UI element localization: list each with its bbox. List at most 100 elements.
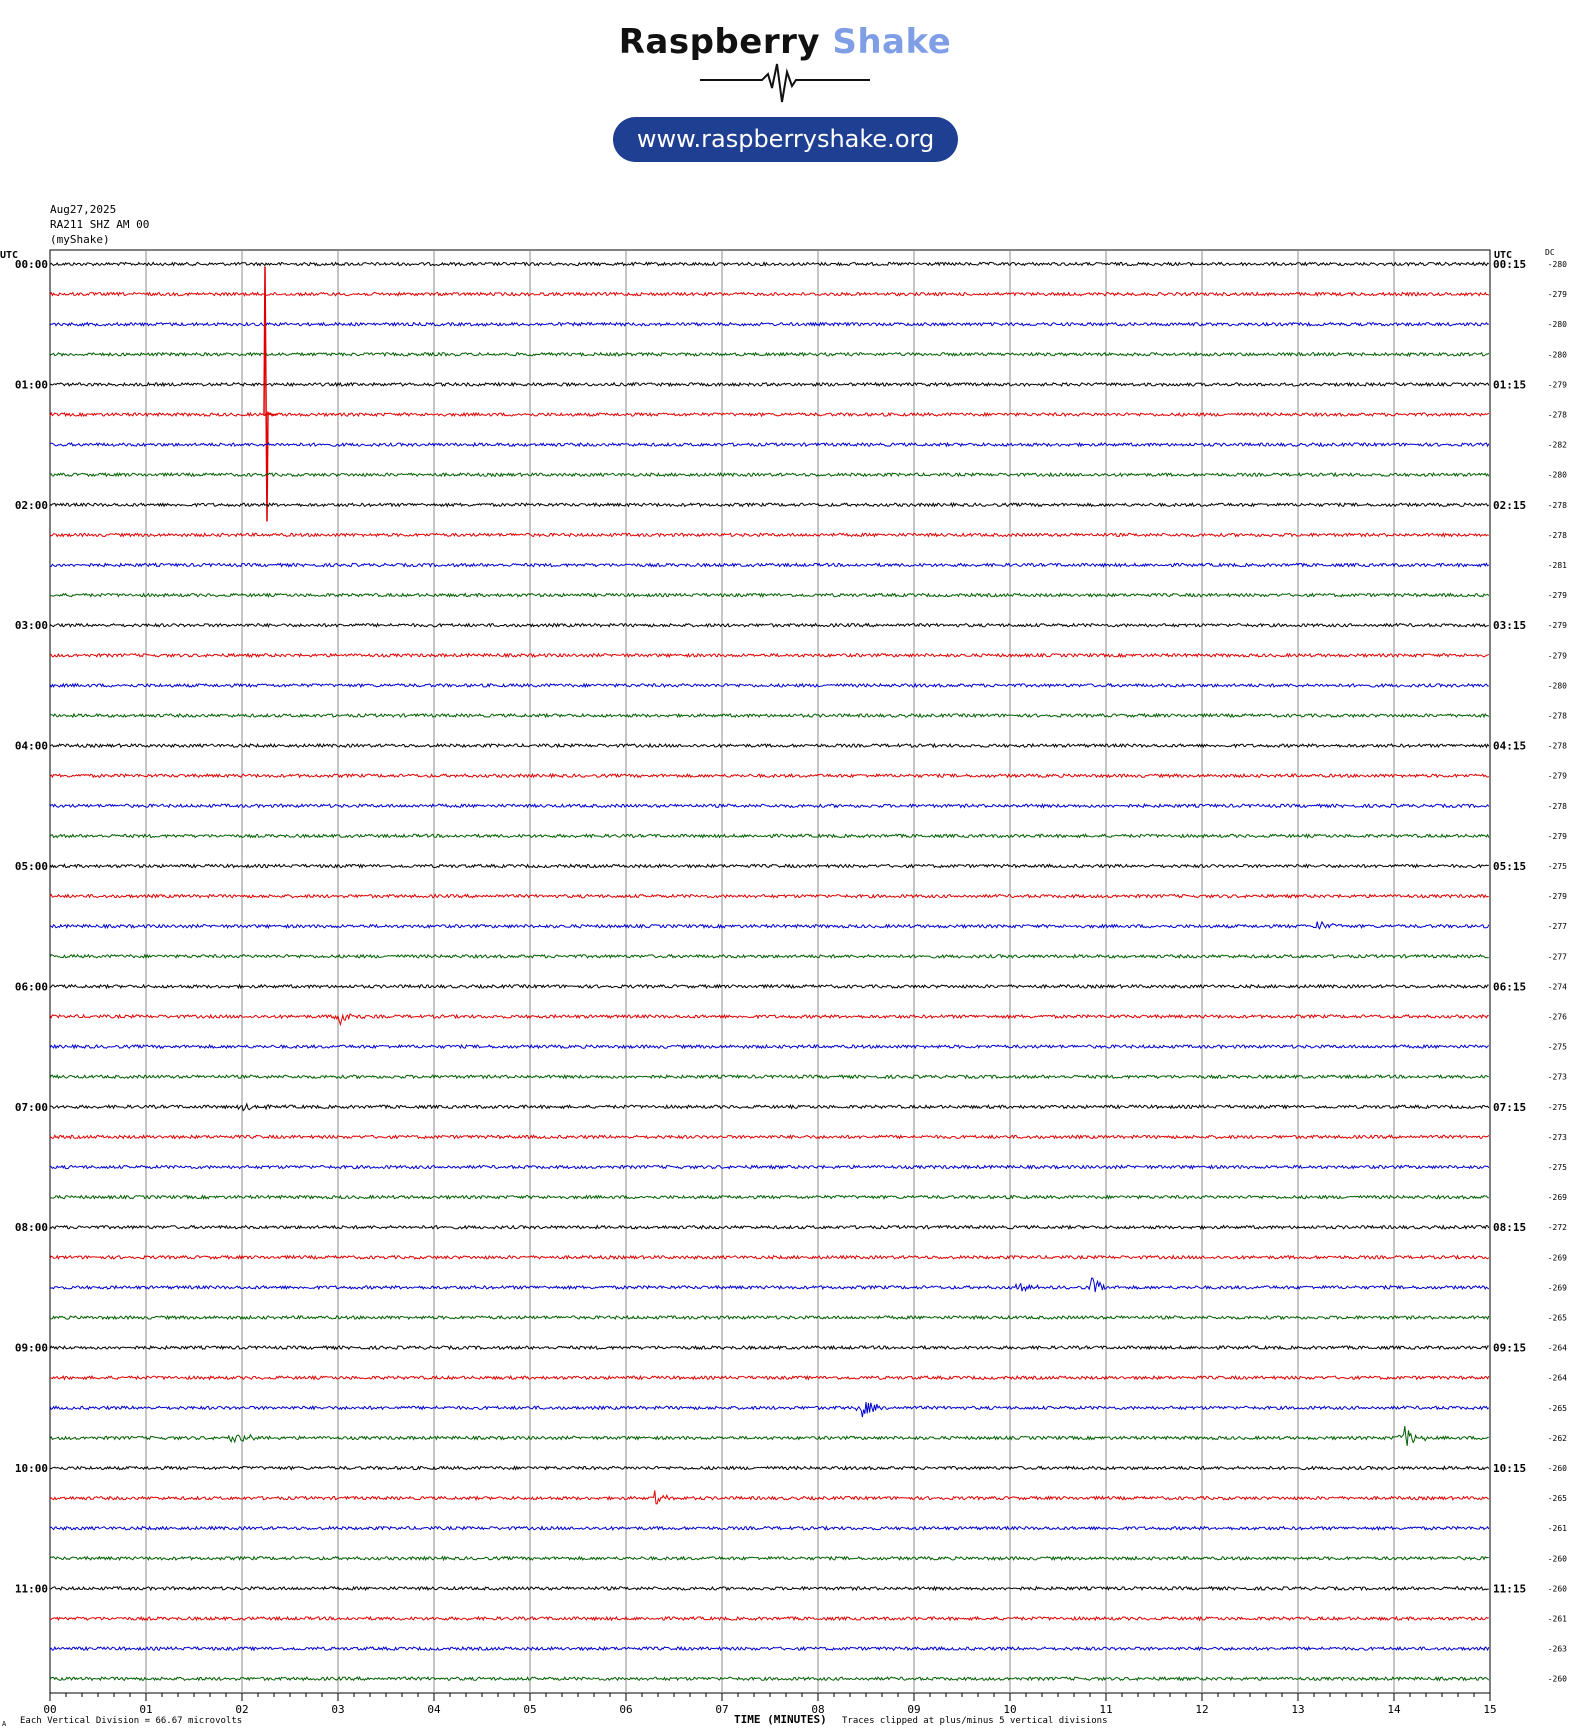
hour-label-left: 08:00	[15, 1221, 48, 1234]
dc-offset-label: -277	[1548, 952, 1567, 961]
hour-label-right: 11:15	[1493, 1582, 1526, 1595]
seismic-trace	[49, 833, 1490, 839]
seismic-trace	[49, 532, 1490, 538]
dc-offset-label: -275	[1548, 1103, 1567, 1112]
x-tick-label: 10	[1003, 1703, 1016, 1716]
x-tick-label: 06	[619, 1703, 632, 1716]
seismic-trace	[49, 742, 1490, 749]
hour-label-right: 03:15	[1493, 619, 1526, 632]
hour-label-left: 01:00	[15, 378, 48, 391]
dc-offset-label: -280	[1548, 471, 1567, 480]
seismic-trace	[49, 682, 1489, 689]
dc-offset-label: -275	[1548, 1163, 1567, 1172]
dc-offset-label: -263	[1548, 1645, 1567, 1654]
seismic-trace	[49, 953, 1489, 960]
seismic-trace	[49, 1465, 1490, 1471]
seismic-trace	[49, 622, 1489, 628]
seismic-trace	[49, 411, 1490, 418]
seismic-trace	[49, 1164, 1490, 1170]
seismic-trace	[49, 291, 1490, 298]
brand-name-accent: Shake	[832, 22, 952, 62]
hour-label-right: 10:15	[1493, 1462, 1526, 1475]
dc-offset-label: -278	[1548, 501, 1567, 510]
dc-offset-label: -275	[1548, 1043, 1567, 1052]
website-link[interactable]: www.raspberryshake.org	[613, 117, 958, 162]
dc-offset-label: -279	[1548, 892, 1567, 901]
hour-label-right: 07:15	[1493, 1101, 1526, 1114]
hour-label-left: 06:00	[15, 980, 48, 993]
seismic-trace	[49, 1314, 1490, 1321]
dc-offset-label: -261	[1548, 1524, 1567, 1533]
dc-header-label: DC	[1545, 248, 1555, 257]
dc-offset-label: -278	[1548, 531, 1567, 540]
hour-label-left: 00:00	[15, 258, 48, 271]
hour-label-left: 11:00	[15, 1582, 48, 1595]
dc-offset-label: -279	[1548, 290, 1567, 299]
x-tick-label: 07	[715, 1703, 728, 1716]
hour-label-left: 09:00	[15, 1342, 48, 1355]
seismic-trace	[49, 351, 1490, 358]
seismic-trace	[49, 1013, 1489, 1027]
hour-label-right: 09:15	[1493, 1342, 1526, 1355]
dc-offset-label: -265	[1548, 1494, 1567, 1503]
x-tick-label: 15	[1483, 1703, 1496, 1716]
dc-offset-label: -278	[1548, 742, 1567, 751]
seismic-trace	[49, 983, 1489, 990]
seismic-trace	[49, 1401, 1490, 1418]
x-tick-label: 12	[1195, 1703, 1208, 1716]
seismic-trace	[49, 562, 1490, 568]
brand-logo[interactable]: Raspberry Shake	[0, 22, 1570, 62]
dc-offset-label: -265	[1548, 1404, 1567, 1413]
header: Raspberry Shake www.raspberryshake.org	[0, 0, 1570, 180]
dc-offset-label: -260	[1548, 1584, 1567, 1593]
dc-offset-label: -280	[1548, 350, 1567, 359]
dc-offset-label: -260	[1548, 1554, 1567, 1563]
seismograph-logo-icon	[700, 63, 870, 103]
dc-offset-label: -264	[1548, 1344, 1567, 1353]
seismic-trace	[49, 1194, 1489, 1200]
dc-offset-label: -280	[1548, 681, 1567, 690]
seismic-trace	[49, 1555, 1489, 1562]
dc-offset-label: -279	[1548, 591, 1567, 600]
dc-offset-label: -282	[1548, 441, 1567, 450]
dc-offset-label: -278	[1548, 712, 1567, 721]
seismic-trace	[49, 1344, 1489, 1351]
x-axis-title: TIME (MINUTES)	[734, 1713, 827, 1726]
seismic-trace	[49, 772, 1490, 779]
x-tick-label: 05	[523, 1703, 536, 1716]
seismic-trace	[49, 381, 1490, 388]
station-label: RA211 SHZ AM 00	[50, 218, 150, 231]
dc-offset-label: -278	[1548, 411, 1567, 420]
dc-offset-label: -276	[1548, 1013, 1567, 1022]
dc-offset-label: -279	[1548, 651, 1567, 660]
seismic-trace	[49, 920, 1490, 930]
hour-label-right: 05:15	[1493, 860, 1526, 873]
dc-offset-label: -272	[1548, 1223, 1567, 1232]
x-tick-label: 11	[1099, 1703, 1112, 1716]
x-tick-label: 08	[811, 1703, 824, 1716]
hour-label-left: 03:00	[15, 619, 48, 632]
dc-offset-label: -265	[1548, 1314, 1567, 1323]
dc-offset-label: -279	[1548, 621, 1567, 630]
seismic-trace	[49, 802, 1490, 809]
seismic-trace	[49, 501, 1490, 508]
dc-offset-label: -280	[1548, 320, 1567, 329]
dc-offset-label: -262	[1548, 1434, 1567, 1443]
x-tick-label: 13	[1291, 1703, 1304, 1716]
seismic-trace	[49, 1585, 1489, 1592]
dc-offset-label: -275	[1548, 862, 1567, 871]
seismic-trace	[49, 321, 1489, 327]
seismic-trace	[49, 863, 1490, 869]
x-tick-label: 02	[235, 1703, 248, 1716]
hour-label-right: 08:15	[1493, 1221, 1526, 1234]
clipped-spike	[263, 266, 278, 522]
dc-offset-label: -281	[1548, 561, 1567, 570]
seismic-trace	[49, 441, 1490, 448]
x-tick-label: 14	[1387, 1703, 1401, 1716]
dc-offset-label: -269	[1548, 1193, 1567, 1202]
hour-label-right: 02:15	[1493, 499, 1526, 512]
hour-label-left: 10:00	[15, 1462, 48, 1475]
dc-offset-label: -264	[1548, 1374, 1567, 1383]
seismic-trace	[50, 712, 1490, 719]
seismic-trace	[49, 592, 1490, 599]
